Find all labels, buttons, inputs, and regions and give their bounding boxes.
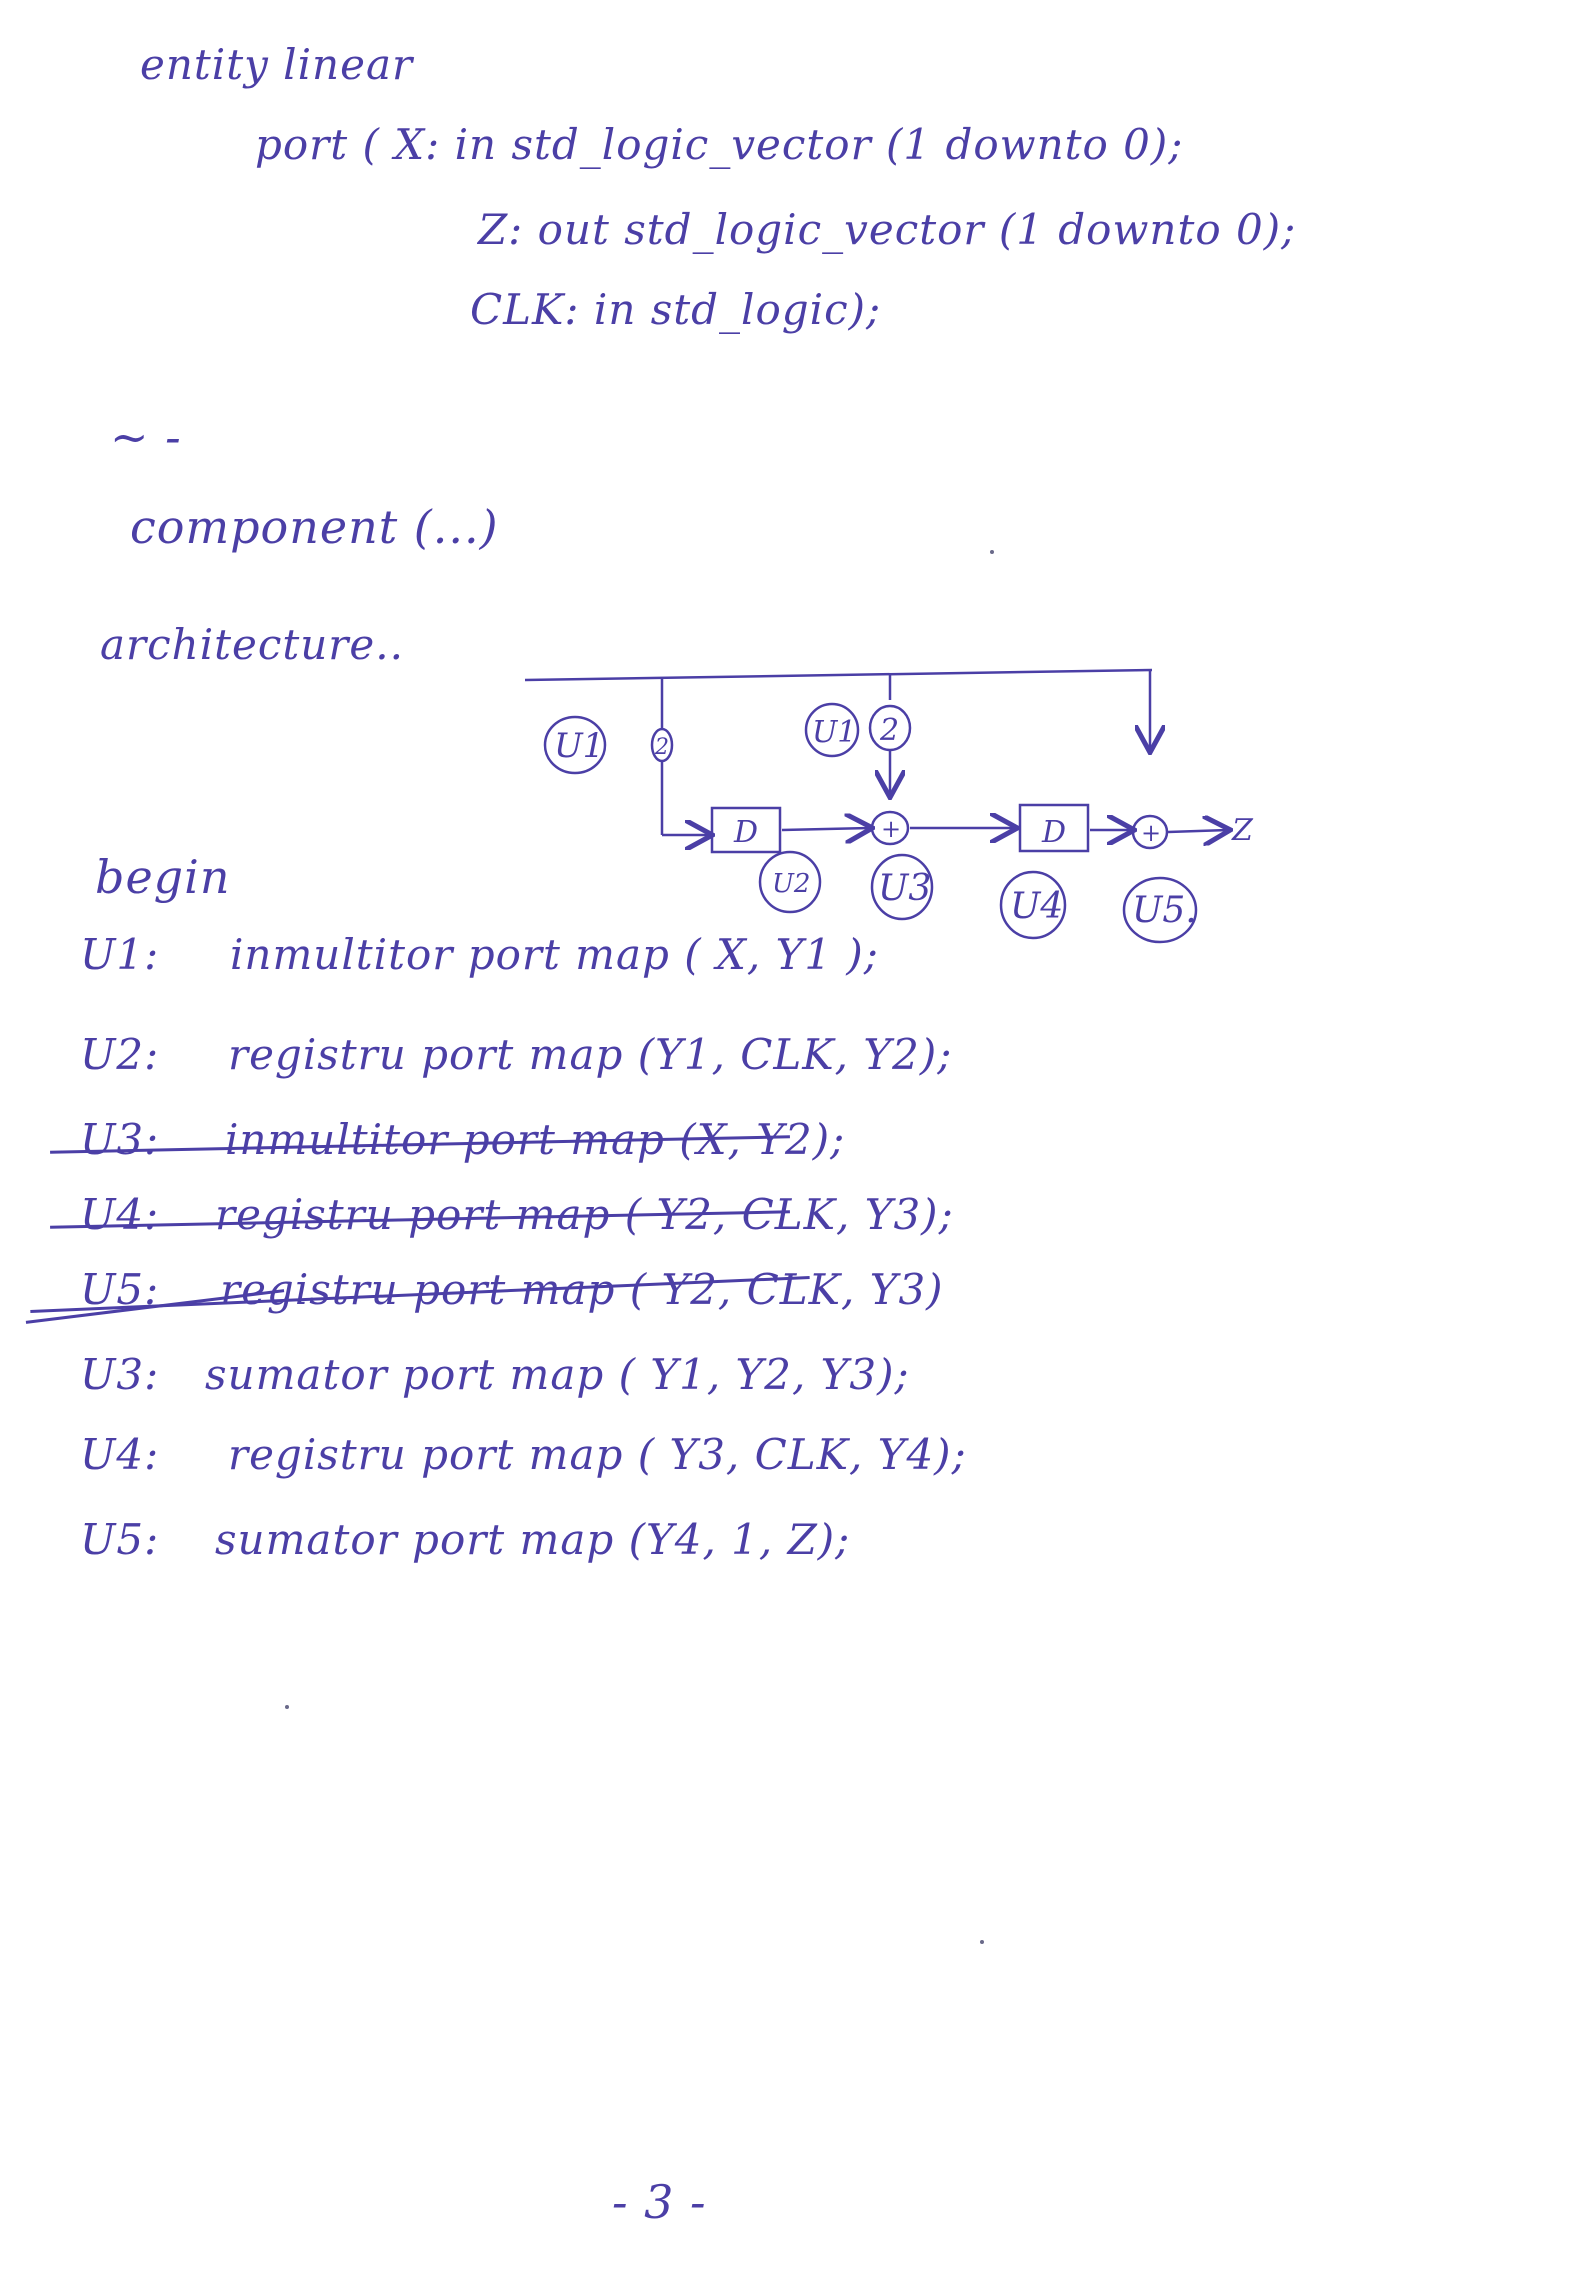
u4-circle [999, 870, 1067, 940]
adder-1-shape [870, 810, 910, 846]
statement-label: U2: [80, 1030, 160, 1079]
ellipsis-dashes: ~ - [110, 410, 182, 464]
output-line [1167, 830, 1228, 832]
architecture-line: architecture.. [100, 620, 404, 669]
port-map-statement: registru port map (Y1, CLK, Y2); [228, 1030, 953, 1079]
adder-2-shape [1131, 814, 1169, 850]
register-1-shape [710, 806, 782, 854]
u4-label: U4 [1010, 886, 1063, 927]
u1-label: U1 [554, 726, 604, 766]
u1-alt-label: U1 [812, 715, 856, 750]
struck-statement: inmultitor port map (X, Y2); [225, 1115, 846, 1164]
paper-speck [285, 1705, 289, 1709]
adder-2-label: + [1141, 819, 1161, 847]
port-x-line: port ( X: in std_logic_vector (1 downto … [255, 120, 1184, 169]
port-map-statement: inmultitor port map ( X, Y1 ); [230, 930, 879, 979]
register-2-shape [1018, 803, 1090, 853]
paper-speck [980, 1940, 984, 1944]
page-number: - 3 - [612, 2175, 707, 2229]
multiplier-2-shape [868, 704, 912, 752]
u2-circle [758, 850, 822, 914]
port-map-statement: sumator port map ( Y1, Y2, Y3); [205, 1350, 910, 1399]
multiplier-2-label: 2 [879, 713, 899, 748]
paper-speck [990, 550, 994, 554]
register-1-label: D [733, 815, 758, 850]
begin-keyword: begin [95, 850, 231, 904]
u1-circle [543, 715, 607, 775]
entity-heading: entity linear [140, 40, 414, 89]
multiplier-1-shape [650, 727, 674, 763]
port-clk-line: CLK: in std_logic); [470, 285, 882, 334]
port-map-statement: registru port map ( Y3, CLK, Y4); [228, 1430, 967, 1479]
u5-label: U5. [1132, 890, 1197, 931]
port-map-statement: sumator port map (Y4, 1, Z); [215, 1515, 851, 1564]
statement-label: U4: [80, 1190, 160, 1239]
u3-circle [870, 853, 934, 921]
multiplier-1-label: 2 [654, 735, 669, 760]
u2-label: U2 [772, 869, 810, 899]
statement-label: U4: [80, 1430, 160, 1479]
u1-alt-circle [804, 702, 860, 758]
block-diagram: U1 2 U1 2 D + D + U2 U3 U4 U5. Z [524, 668, 1254, 944]
statement-label: U1: [80, 930, 160, 979]
u5-circle [1122, 876, 1198, 944]
register-2-label: D [1041, 815, 1066, 850]
struck-statement: registru port map ( Y2, CLK, Y3) [220, 1265, 944, 1314]
output-z-label: Z [1231, 813, 1254, 848]
u3-label: U3 [878, 868, 931, 909]
component-line: component (...) [130, 500, 499, 554]
feed-line-4 [781, 828, 870, 830]
input-bus-line [524, 668, 1153, 682]
port-z-line: Z: out std_logic_vector (1 downto 0); [478, 205, 1297, 254]
statement-label: U3: [80, 1115, 160, 1164]
statement-label: U3: [80, 1350, 160, 1399]
statement-label: U5: [80, 1515, 160, 1564]
adder-1-label: + [881, 815, 901, 843]
